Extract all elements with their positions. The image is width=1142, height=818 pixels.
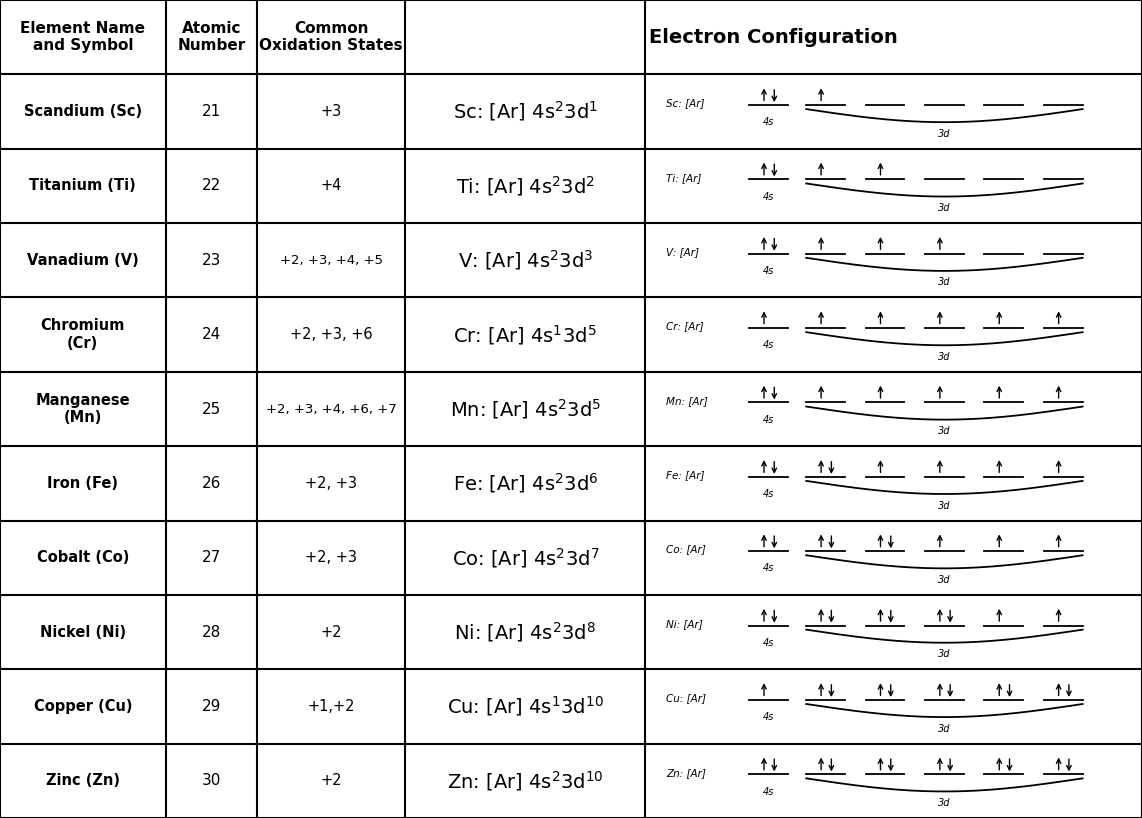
Text: 3d: 3d xyxy=(939,575,950,585)
Text: 3d: 3d xyxy=(939,277,950,287)
Text: 4s: 4s xyxy=(763,266,774,276)
Text: +2: +2 xyxy=(321,773,341,789)
Text: Cr: [Ar]: Cr: [Ar] xyxy=(666,321,703,331)
Text: Copper (Cu): Copper (Cu) xyxy=(33,699,132,714)
Text: 3d: 3d xyxy=(939,426,950,436)
Text: +1,+2: +1,+2 xyxy=(307,699,355,714)
Text: 4s: 4s xyxy=(763,787,774,797)
Text: +2, +3, +6: +2, +3, +6 xyxy=(290,327,372,342)
Text: 3d: 3d xyxy=(939,798,950,808)
Text: Ni: [Ar] 4s$^{2}$3d$^{8}$: Ni: [Ar] 4s$^{2}$3d$^{8}$ xyxy=(455,620,596,644)
Text: 4s: 4s xyxy=(763,489,774,499)
Text: +3: +3 xyxy=(321,104,341,119)
Text: Cu: [Ar]: Cu: [Ar] xyxy=(666,694,706,703)
Text: 4s: 4s xyxy=(763,712,774,722)
Text: 4s: 4s xyxy=(763,638,774,648)
Text: Iron (Fe): Iron (Fe) xyxy=(47,476,119,491)
Text: Scandium (Sc): Scandium (Sc) xyxy=(24,104,142,119)
Text: +2, +3: +2, +3 xyxy=(305,551,357,565)
Text: Mn: [Ar] 4s$^{2}$3d$^{5}$: Mn: [Ar] 4s$^{2}$3d$^{5}$ xyxy=(450,397,601,421)
Text: Ni: [Ar]: Ni: [Ar] xyxy=(666,619,702,629)
Text: Zn: [Ar]: Zn: [Ar] xyxy=(666,767,706,778)
Text: Sc: [Ar] 4s$^{2}$3d$^{1}$: Sc: [Ar] 4s$^{2}$3d$^{1}$ xyxy=(453,100,597,124)
Text: +2: +2 xyxy=(321,625,341,640)
Text: Mn: [Ar]: Mn: [Ar] xyxy=(666,396,708,406)
Text: 30: 30 xyxy=(202,773,220,789)
Text: 4s: 4s xyxy=(763,117,774,128)
Text: Fe: [Ar]: Fe: [Ar] xyxy=(666,470,705,480)
Text: Sc: [Ar]: Sc: [Ar] xyxy=(666,98,705,108)
Text: 21: 21 xyxy=(202,104,220,119)
Text: 23: 23 xyxy=(202,253,220,267)
Text: 29: 29 xyxy=(202,699,220,714)
Text: 3d: 3d xyxy=(939,352,950,362)
Text: Vanadium (V): Vanadium (V) xyxy=(27,253,138,267)
Text: 4s: 4s xyxy=(763,415,774,425)
Text: Common
Oxidation States: Common Oxidation States xyxy=(259,21,403,53)
Text: +4: +4 xyxy=(321,178,341,193)
Text: Element Name
and Symbol: Element Name and Symbol xyxy=(21,21,145,53)
Text: 24: 24 xyxy=(202,327,220,342)
Text: 28: 28 xyxy=(202,625,220,640)
Text: 4s: 4s xyxy=(763,564,774,573)
Text: Ti: [Ar] 4s$^{2}$3d$^{2}$: Ti: [Ar] 4s$^{2}$3d$^{2}$ xyxy=(456,174,595,198)
Text: V: [Ar] 4s$^{2}$3d$^{3}$: V: [Ar] 4s$^{2}$3d$^{3}$ xyxy=(458,249,593,272)
Text: Electron Configuration: Electron Configuration xyxy=(650,28,898,47)
Text: 25: 25 xyxy=(202,402,220,416)
Text: Co: [Ar] 4s$^{2}$3d$^{7}$: Co: [Ar] 4s$^{2}$3d$^{7}$ xyxy=(451,546,600,569)
Text: 27: 27 xyxy=(202,551,220,565)
Text: 3d: 3d xyxy=(939,501,950,510)
Text: Fe: [Ar] 4s$^{2}$3d$^{6}$: Fe: [Ar] 4s$^{2}$3d$^{6}$ xyxy=(452,471,598,496)
Text: 3d: 3d xyxy=(939,203,950,213)
Text: 3d: 3d xyxy=(939,649,950,659)
Text: 4s: 4s xyxy=(763,191,774,201)
Text: V: [Ar]: V: [Ar] xyxy=(666,247,699,257)
Text: 4s: 4s xyxy=(763,340,774,350)
Text: Co: [Ar]: Co: [Ar] xyxy=(666,545,706,555)
Text: +2, +3, +4, +6, +7: +2, +3, +4, +6, +7 xyxy=(266,402,396,416)
Text: Cu: [Ar] 4s$^{1}$3d$^{10}$: Cu: [Ar] 4s$^{1}$3d$^{10}$ xyxy=(447,694,604,718)
Text: Chromium
(Cr): Chromium (Cr) xyxy=(41,318,124,351)
Text: 22: 22 xyxy=(202,178,220,193)
Text: Cr: [Ar] 4s$^{1}$3d$^{5}$: Cr: [Ar] 4s$^{1}$3d$^{5}$ xyxy=(453,322,597,347)
Text: Ti: [Ar]: Ti: [Ar] xyxy=(666,173,701,182)
Text: +2, +3, +4, +5: +2, +3, +4, +5 xyxy=(280,254,383,267)
Text: Zinc (Zn): Zinc (Zn) xyxy=(46,773,120,789)
Text: +2, +3: +2, +3 xyxy=(305,476,357,491)
Text: Manganese
(Mn): Manganese (Mn) xyxy=(35,393,130,425)
Text: Titanium (Ti): Titanium (Ti) xyxy=(30,178,136,193)
Text: Nickel (Ni): Nickel (Ni) xyxy=(40,625,126,640)
Text: Cobalt (Co): Cobalt (Co) xyxy=(37,551,129,565)
Text: 3d: 3d xyxy=(939,128,950,139)
Text: 3d: 3d xyxy=(939,724,950,734)
Text: Zn: [Ar] 4s$^{2}$3d$^{10}$: Zn: [Ar] 4s$^{2}$3d$^{10}$ xyxy=(447,769,604,793)
Text: 26: 26 xyxy=(202,476,220,491)
Text: Atomic
Number: Atomic Number xyxy=(177,21,246,53)
